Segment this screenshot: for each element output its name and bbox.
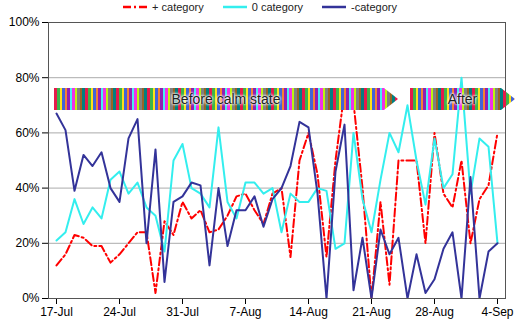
- svg-text:40%: 40%: [15, 181, 39, 195]
- svg-text:60%: 60%: [15, 126, 39, 140]
- html-text:+ category: + category: [152, 1, 204, 13]
- svg-text:100%: 100%: [9, 15, 40, 29]
- svg-text:24-Jul: 24-Jul: [103, 305, 136, 319]
- svg-text:17-Jul: 17-Jul: [40, 305, 73, 319]
- html-text:0 category: 0 category: [251, 1, 304, 13]
- svg-text:28-Aug: 28-Aug: [415, 305, 454, 319]
- html-text:Before calm state: Before calm state: [171, 91, 281, 107]
- svg-text:20%: 20%: [15, 236, 39, 250]
- html-text:-category: -category: [351, 1, 397, 13]
- svg-text:31-Jul: 31-Jul: [166, 305, 199, 319]
- svg-text:4-Sep: 4-Sep: [481, 305, 513, 319]
- svg-text:7-Aug: 7-Aug: [229, 305, 261, 319]
- html-text:After: After: [447, 91, 478, 107]
- svg-text:14-Aug: 14-Aug: [289, 305, 328, 319]
- svg-text:21-Aug: 21-Aug: [352, 305, 391, 319]
- svg-text:0%: 0%: [22, 291, 40, 305]
- svg-text:80%: 80%: [15, 71, 39, 85]
